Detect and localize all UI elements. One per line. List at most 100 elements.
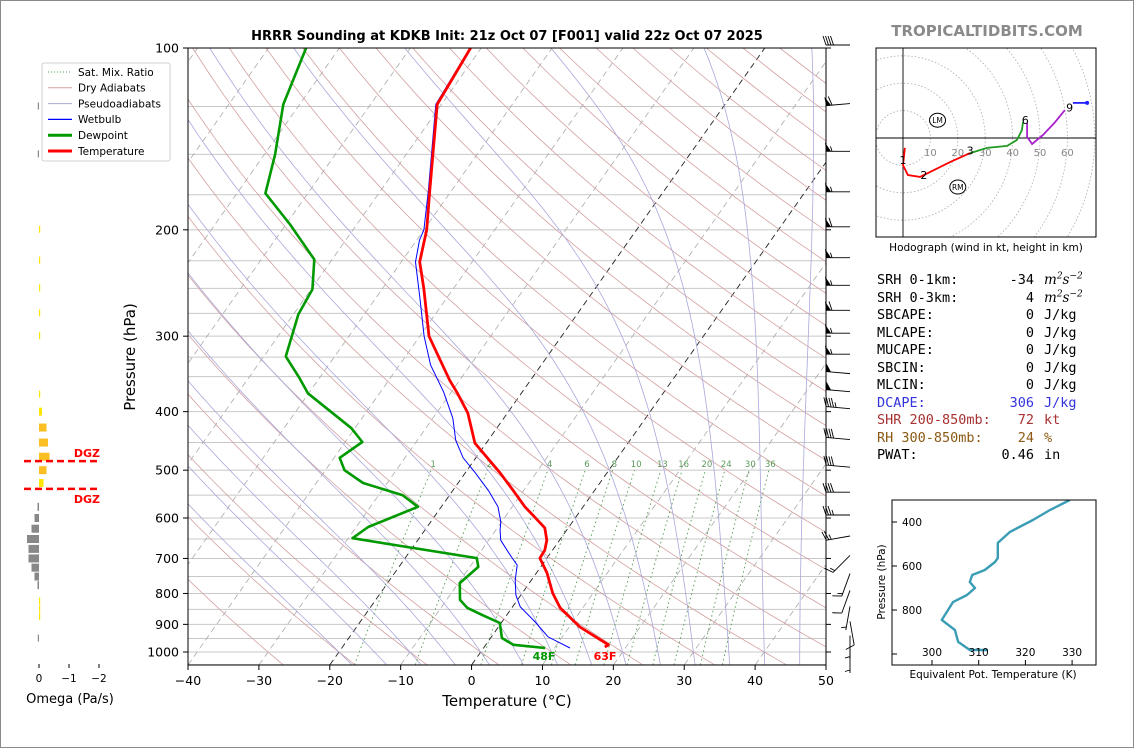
omega-x-tick-label: 0	[36, 673, 43, 685]
thetae-y-tick-label: 600	[902, 561, 922, 573]
parameter-unit: J/kg	[1044, 359, 1077, 376]
mixing-ratio-label: 8	[612, 460, 617, 470]
barb-full	[823, 455, 827, 466]
dry-adiabat-line	[375, 48, 826, 427]
y-tick-label: 800	[155, 586, 179, 601]
wind-barb	[823, 397, 851, 410]
omega-bar	[39, 390, 41, 398]
wind-barb	[832, 590, 851, 614]
barb-half	[830, 280, 833, 286]
parameter-row: DCAPE: 306 J/kg	[877, 395, 1097, 413]
barb-full	[825, 483, 829, 493]
dgz-label: DGZ	[74, 447, 100, 460]
x-tick-label: −10	[387, 673, 413, 688]
dry-adiabat-line	[188, 333, 572, 665]
parameter-value: 24	[1017, 429, 1034, 446]
x-tick-label: −40	[175, 673, 201, 688]
barb-half	[828, 534, 832, 540]
isotherm-line	[471, 161, 826, 665]
barb-staff	[841, 573, 851, 597]
wind-barb	[822, 505, 850, 516]
omega-bar	[39, 407, 42, 416]
parameter-label: MLCAPE:	[877, 324, 934, 341]
barb-staff	[826, 437, 851, 440]
mixing-ratio-label: 20	[702, 460, 713, 470]
barb-staff	[826, 535, 851, 541]
mixing-ratio-line	[574, 470, 635, 665]
y-tick-label: 1000	[147, 645, 179, 660]
omega-bar	[37, 634, 39, 642]
omega-bar	[39, 612, 41, 620]
wetbulb-profile	[414, 48, 571, 649]
x-tick-label: 20	[605, 673, 621, 688]
omega-bar	[37, 150, 39, 158]
hodograph-ring-label: 20	[951, 148, 964, 159]
isotherm-line	[684, 463, 826, 665]
barb-staff	[832, 555, 851, 573]
mixing-ratio-line	[480, 470, 549, 665]
dry-adiabat-line	[188, 157, 787, 665]
barb-full	[827, 96, 833, 106]
barb-full	[825, 397, 830, 407]
omega-bar	[34, 514, 39, 523]
parameter-label: SBCIN:	[877, 359, 926, 376]
x-tick-label: 30	[676, 673, 692, 688]
barb-half	[830, 349, 833, 355]
mixing-ratio-label: 10	[631, 460, 642, 470]
skewt-background-lines: 1 2 4 6 8 10 13 16 20 24 30 36	[188, 48, 826, 665]
barb-full	[825, 455, 830, 466]
barb-staff	[826, 406, 851, 410]
y-tick-label: 200	[155, 222, 179, 237]
parameter-row: MUCAPE: 0 J/kg	[877, 342, 1097, 360]
mixing-ratio-label: 13	[657, 460, 668, 470]
isotherm-line	[329, 48, 766, 665]
y-tick-label: 300	[155, 329, 179, 344]
dry-adiabat-line	[485, 48, 826, 326]
mixing-ratio-label: 4	[547, 460, 552, 470]
thetae-y-tick-label: 800	[902, 605, 922, 617]
y-tick-label: 700	[155, 551, 179, 566]
pseudoadiabat-line	[188, 118, 593, 665]
wind-barb	[825, 217, 850, 228]
parameter-label: SHR 200-850mb:	[877, 412, 991, 428]
mixing-ratio-label: 6	[584, 460, 589, 470]
pseudoadiabat-line	[550, 48, 731, 665]
parameter-label: SRH 0-1km:	[877, 272, 959, 288]
omega-bar	[39, 438, 48, 447]
omega-bar	[37, 581, 39, 590]
barb-full	[825, 35, 829, 46]
parameter-unit: in	[1044, 447, 1061, 463]
skewt-profiles	[264, 48, 610, 650]
hodograph-plot: 10 20 30 40 50 60 12 3 6 9 LM RM	[876, 48, 1096, 237]
barb-full	[827, 35, 832, 46]
hodograph-ring-label: 30	[979, 148, 992, 159]
barb-full	[828, 301, 833, 311]
omega-bar	[39, 597, 41, 605]
mixing-ratio-label: 2	[487, 460, 492, 470]
barb-half	[830, 328, 833, 334]
wind-barb	[825, 380, 851, 393]
parameter-label: SBCAPE:	[877, 307, 934, 323]
legend-box	[41, 62, 171, 162]
omega-bar	[39, 423, 47, 432]
omega-bar	[31, 563, 39, 572]
omega-bar	[39, 332, 41, 340]
parameter-row: MLCAPE: 0 J/kg	[877, 325, 1097, 343]
barb-full	[824, 567, 834, 573]
pseudoadiabat-line	[209, 48, 627, 665]
omega-x-tick-label: −2	[91, 673, 106, 685]
hodograph-height-label: 9	[1066, 101, 1073, 114]
barb-pennant	[825, 142, 831, 152]
x-tick-label: 40	[747, 673, 763, 688]
parameter-row: PWAT: 0.46 in	[877, 447, 1097, 465]
temperature-profile	[418, 48, 610, 649]
omega-bar	[39, 284, 41, 292]
legend-label: Wetbulb	[78, 114, 122, 126]
mixing-ratio-label: 1	[430, 460, 435, 470]
pseudoadiabat-line	[188, 380, 456, 665]
barb-half	[830, 186, 833, 192]
parameter-row: SBCIN: 0 J/kg	[877, 360, 1097, 378]
legend-label: Pseudoadiabats	[78, 98, 161, 110]
thetae-x-tick-label: 320	[1015, 647, 1035, 659]
